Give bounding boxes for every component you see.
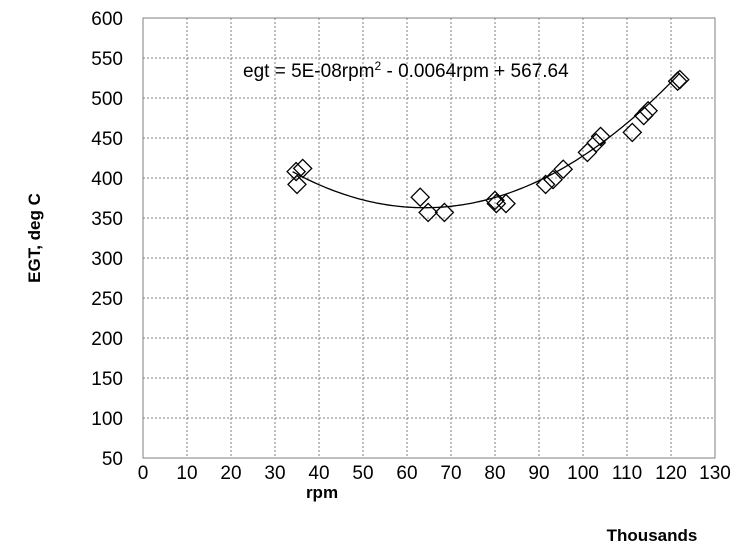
x-tick-label: 120 (655, 463, 687, 484)
y-axis-ticks: 50 100 150 200 250 300 350 400 450 500 550 600 (91, 9, 123, 470)
data-point (590, 126, 611, 147)
data-point (485, 190, 505, 211)
x-tick-label: 110 (612, 463, 642, 484)
x-tick-label: 0 (138, 463, 149, 484)
data-point (286, 161, 307, 182)
y-tick-label: 600 (91, 9, 123, 30)
data-point (586, 132, 607, 153)
x-tick-label: 80 (484, 463, 505, 484)
y-tick-label: 300 (91, 249, 123, 270)
data-point (287, 174, 307, 195)
x-tick-label: 90 (528, 463, 549, 484)
data-point (496, 193, 516, 214)
x-tick-label: 100 (567, 463, 599, 484)
x-axis-unit-label: Thousands (607, 526, 698, 545)
data-point (486, 193, 507, 214)
data-point (633, 105, 654, 126)
plot-area-frame (142, 17, 716, 459)
gridlines (142, 17, 716, 459)
trendline-equation: egt = 5E-08rpm2 - 0.0064rpm + 567.64 (243, 59, 569, 82)
x-tick-label: 20 (220, 463, 241, 484)
data-point (553, 159, 574, 180)
x-tick-label: 60 (396, 463, 417, 484)
y-tick-label: 50 (102, 449, 123, 470)
y-tick-label: 350 (91, 209, 123, 230)
data-point (669, 69, 690, 90)
y-tick-label: 150 (91, 369, 123, 390)
data-point (543, 169, 563, 190)
x-axis-title: rpm (306, 483, 338, 502)
x-tick-label: 50 (352, 463, 373, 484)
data-point (622, 122, 643, 143)
y-tick-label: 450 (91, 129, 123, 150)
x-tick-label: 10 (176, 463, 197, 484)
y-tick-label: 400 (91, 169, 123, 190)
data-point (434, 202, 455, 223)
x-axis-ticks: 0 10 20 30 40 50 60 70 80 90 100 110 120 130 (138, 463, 731, 484)
y-tick-label: 200 (91, 329, 123, 350)
x-tick-label: 40 (308, 463, 329, 484)
data-point (292, 158, 313, 179)
data-point (535, 174, 556, 195)
trendline (292, 72, 681, 209)
data-points (286, 69, 690, 223)
y-axis-title: EGT, deg C (25, 193, 44, 283)
x-tick-label: 70 (440, 463, 461, 484)
y-tick-label: 100 (91, 409, 123, 430)
y-tick-label: 550 (91, 49, 123, 70)
data-point (638, 100, 659, 121)
x-tick-label: 130 (699, 463, 731, 484)
y-tick-label: 250 (91, 289, 123, 310)
x-tick-label: 30 (264, 463, 285, 484)
y-tick-label: 500 (91, 89, 123, 110)
data-point (410, 187, 431, 208)
data-point (418, 202, 439, 223)
